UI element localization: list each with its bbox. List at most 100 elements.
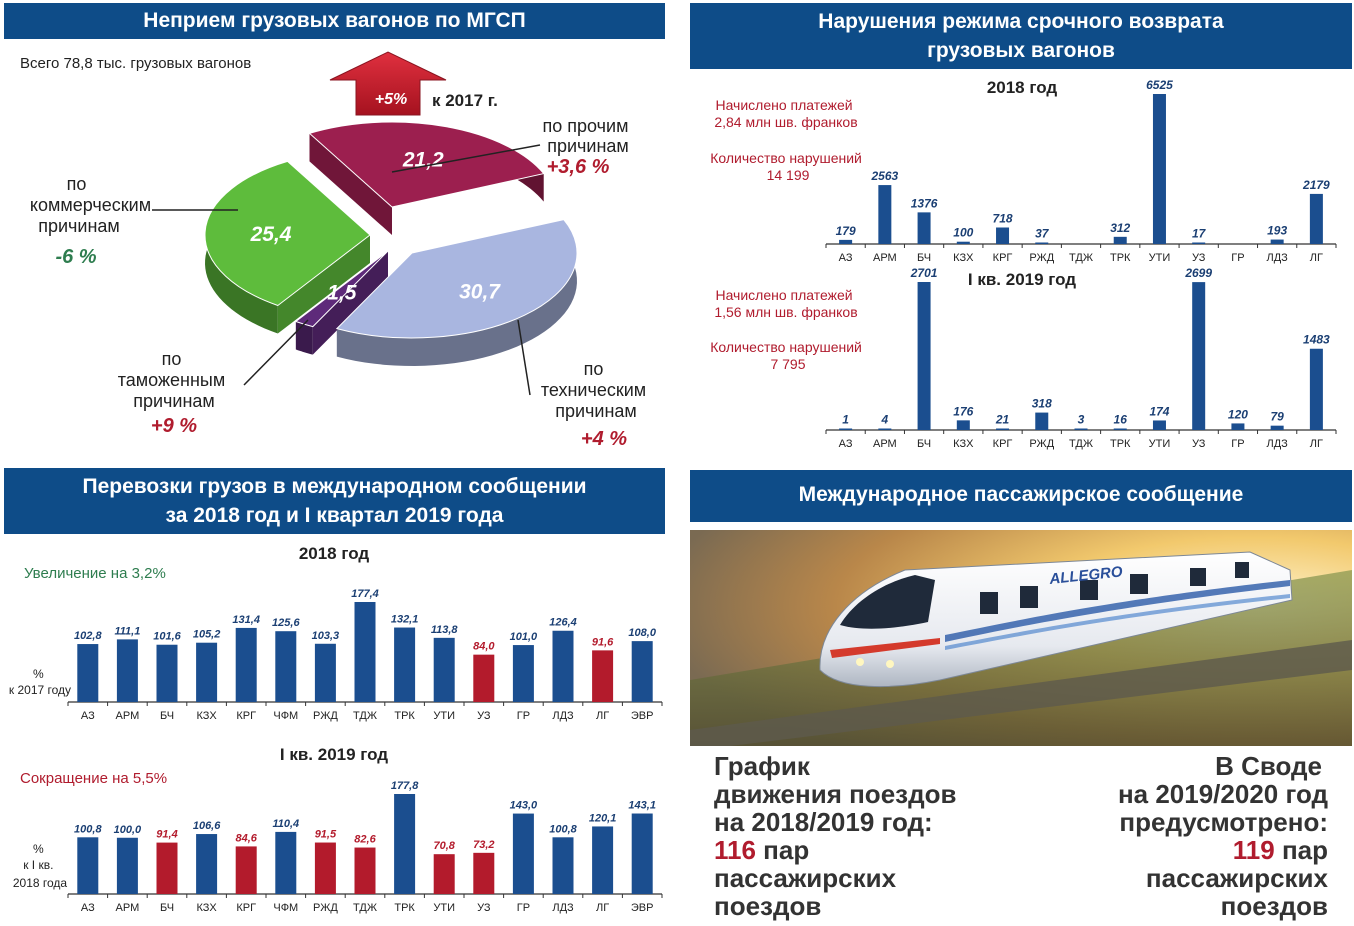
pie-value-label: 21,2 (402, 149, 444, 172)
train-icon: ALLEGRO (819, 551, 1293, 688)
category-label: ЛДЗ (1266, 252, 1288, 264)
left-line-2: движения поездов (714, 779, 957, 809)
category-label: УТИ (433, 902, 455, 914)
bar (996, 428, 1010, 430)
data-label: 108,0 (628, 627, 656, 639)
category-label: ЛДЗ (1266, 438, 1288, 450)
category-label: ЛДЗ (552, 902, 574, 914)
change-customs: +9 % (151, 415, 197, 437)
pie-slice-side-2 (295, 321, 313, 355)
data-label: 17 (1192, 227, 1207, 241)
freight-title-line-1: Перевозки грузов в международном сообщен… (82, 475, 587, 498)
data-label: 174 (1149, 404, 1169, 418)
category-label: АЗ (839, 252, 853, 264)
data-label: 111,1 (114, 625, 140, 637)
pie-panel-header: Неприем грузовых вагонов по МГСП (4, 3, 665, 39)
data-label: 103,3 (312, 630, 340, 642)
category-label: КРГ (993, 438, 1013, 450)
bar (156, 842, 178, 894)
category-label: ТДЖ (353, 710, 377, 722)
bar (433, 854, 455, 894)
freight2019-note: Сокращение на 5,5% (20, 770, 167, 787)
data-label: 176 (953, 404, 973, 418)
right-line-3: предусмотрено: (1119, 807, 1328, 837)
bar (77, 644, 99, 702)
category-label: ТДЖ (353, 902, 377, 914)
pie-value-label: 1,5 (327, 281, 357, 304)
bar (1074, 428, 1088, 430)
category-label: ТДЖ (1069, 252, 1093, 264)
category-label: КРГ (236, 710, 256, 722)
freight2018-axis-label: % к 2017 году (9, 667, 71, 697)
data-label: 2701 (910, 266, 938, 280)
violations-panel-header: Нарушения режима срочного возврата грузо… (690, 3, 1352, 69)
label-commercial: по коммерческим причинам (30, 174, 156, 236)
bar (512, 813, 534, 894)
bar (275, 831, 297, 894)
bar (1035, 412, 1049, 430)
left-line-6: поездов (714, 891, 822, 921)
category-label: ТРК (394, 902, 415, 914)
viol2018-payments: Начислено платежей 2,84 млн шв. франков (714, 97, 857, 130)
bar (1270, 239, 1284, 244)
freight2018-year: 2018 год (299, 544, 370, 563)
bar (1152, 94, 1166, 244)
viol2019-payments: Начислено платежей 1,56 млн шв. франков (714, 287, 857, 320)
bar (314, 643, 336, 702)
bar (956, 420, 970, 430)
bar (1192, 282, 1206, 430)
pie-value-label: 25,4 (250, 223, 292, 246)
bar (878, 185, 892, 244)
freight2019-axis-label: % к I кв. 2018 года (13, 842, 68, 890)
leader-line-customs (243, 319, 309, 386)
category-label: БЧ (917, 252, 931, 264)
bar (956, 241, 970, 244)
data-label: 70,8 (433, 840, 455, 852)
freight2019-year: I кв. 2019 год (280, 745, 388, 764)
category-label: РЖД (1029, 438, 1054, 450)
category-label: ТДЖ (1069, 438, 1093, 450)
bar (1309, 193, 1323, 244)
passenger-panel-header: Международное пассажирское сообщение (690, 470, 1352, 522)
bar (839, 239, 853, 244)
data-label: 132,1 (391, 614, 419, 626)
change-technical: +4 % (581, 428, 627, 450)
data-label: 1483 (1303, 333, 1330, 347)
leader-line-other (391, 144, 541, 173)
bar (235, 627, 257, 702)
bar (1309, 348, 1323, 430)
arrow-suffix: к 2017 г. (432, 91, 498, 110)
bar (592, 650, 614, 702)
data-label: 312 (1110, 221, 1130, 235)
bar (512, 645, 534, 702)
category-label: ЛГ (1310, 438, 1323, 450)
passenger-panel-title: Международное пассажирское сообщение (798, 483, 1244, 506)
left-line-3: на 2018/2019 год: (714, 807, 933, 837)
data-label: 84,6 (235, 832, 257, 844)
category-label: АЗ (81, 902, 95, 914)
bar (394, 627, 416, 702)
bar (473, 654, 495, 702)
left-schedule-block: График движения поездов на 2018/2019 год… (714, 752, 1014, 920)
category-label: УЗ (477, 710, 491, 722)
freight2018-note: Увеличение на 3,2% (24, 565, 166, 582)
right-line-1: В Своде (1215, 751, 1322, 781)
freight-panel-header: Перевозки грузов в международном сообщен… (4, 468, 665, 534)
pie-slice-edge-3 (277, 235, 370, 334)
category-label: ГР (1231, 252, 1244, 264)
data-label: 91,4 (156, 829, 177, 841)
data-label: 106,6 (193, 820, 221, 832)
data-label: 21 (995, 413, 1010, 427)
bar (354, 602, 376, 702)
left-line-1: График (714, 751, 810, 781)
pie-slice-0 (308, 121, 545, 208)
data-label: 193 (1267, 224, 1287, 238)
category-label: ГР (1231, 438, 1244, 450)
category-label: ТРК (1110, 252, 1131, 264)
bar (996, 227, 1010, 244)
bar (1113, 236, 1127, 244)
category-label: УЗ (1192, 438, 1206, 450)
bar (1113, 428, 1127, 430)
right-line-2: на 2019/2020 год (1117, 779, 1328, 809)
data-label: 101,6 (153, 631, 181, 643)
